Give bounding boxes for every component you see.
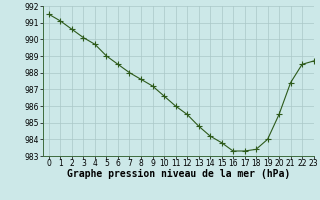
X-axis label: Graphe pression niveau de la mer (hPa): Graphe pression niveau de la mer (hPa) [67, 169, 290, 179]
